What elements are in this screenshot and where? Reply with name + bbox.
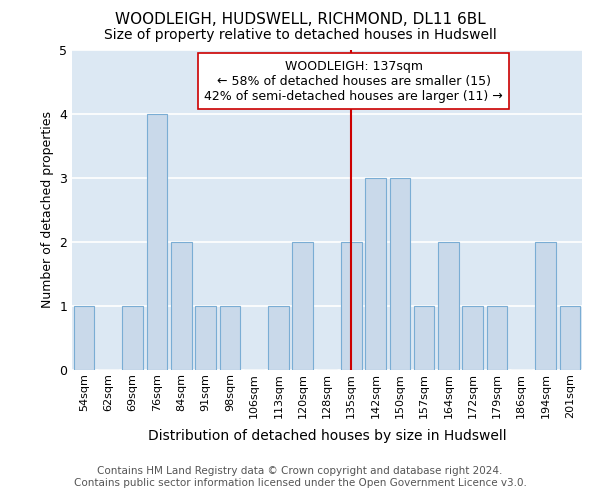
Bar	[341, 242, 362, 370]
Bar	[146, 114, 167, 370]
Bar	[220, 306, 240, 370]
Bar	[195, 306, 216, 370]
Bar	[560, 306, 580, 370]
Bar	[74, 306, 94, 370]
Text: Size of property relative to detached houses in Hudswell: Size of property relative to detached ho…	[104, 28, 496, 42]
Bar	[268, 306, 289, 370]
Bar	[122, 306, 143, 370]
Bar	[292, 242, 313, 370]
Bar	[389, 178, 410, 370]
Text: Contains HM Land Registry data © Crown copyright and database right 2024.
Contai: Contains HM Land Registry data © Crown c…	[74, 466, 526, 487]
Bar	[487, 306, 508, 370]
Text: WOODLEIGH: 137sqm
← 58% of detached houses are smaller (15)
42% of semi-detached: WOODLEIGH: 137sqm ← 58% of detached hous…	[205, 60, 503, 102]
Bar	[535, 242, 556, 370]
Bar	[463, 306, 483, 370]
Bar	[171, 242, 191, 370]
Text: WOODLEIGH, HUDSWELL, RICHMOND, DL11 6BL: WOODLEIGH, HUDSWELL, RICHMOND, DL11 6BL	[115, 12, 485, 28]
Bar	[414, 306, 434, 370]
Y-axis label: Number of detached properties: Number of detached properties	[41, 112, 53, 308]
Bar	[438, 242, 459, 370]
X-axis label: Distribution of detached houses by size in Hudswell: Distribution of detached houses by size …	[148, 429, 506, 443]
Bar	[365, 178, 386, 370]
